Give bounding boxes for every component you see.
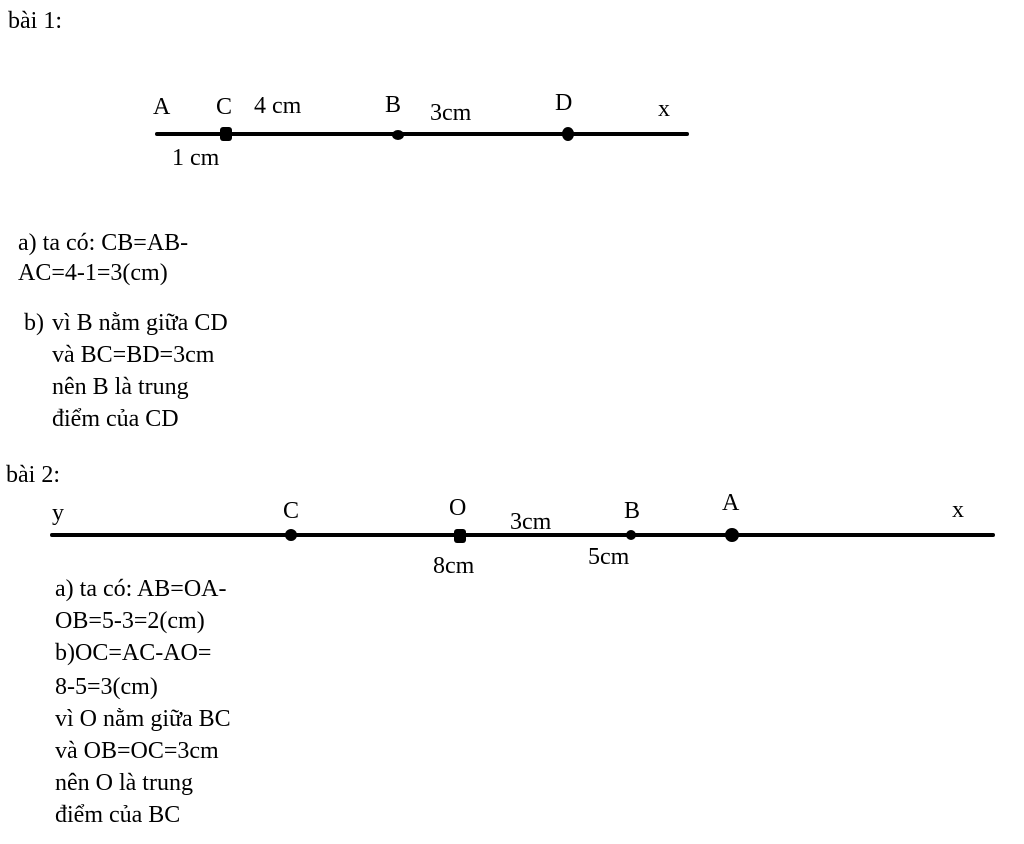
point-label: C	[216, 94, 232, 120]
length-label: 5cm	[588, 544, 630, 570]
point-label: D	[555, 90, 572, 116]
solution-line: a) ta có: AB=OA-	[55, 576, 227, 602]
length-label: 8cm	[433, 553, 475, 579]
point-label: y	[52, 500, 64, 526]
solution-line: và BC=BD=3cm	[52, 342, 215, 368]
point-label: B	[385, 92, 401, 118]
length-label: 1 cm	[172, 145, 220, 171]
solution-line: a) ta có: CB=AB-	[18, 230, 188, 256]
solution-line: AC=4-1=3(cm)	[18, 260, 168, 286]
point-label: x	[952, 497, 964, 523]
solution-line: b)OC=AC-AO=	[55, 640, 211, 666]
point-label: A	[153, 94, 171, 120]
point	[392, 130, 404, 140]
length-label: 3cm	[430, 100, 472, 126]
solution-line: nên O là trung	[55, 770, 193, 796]
point	[562, 127, 574, 141]
solution-line: điểm của BC	[55, 802, 180, 828]
solution-line: nên B là trung	[52, 374, 189, 400]
point-label: O	[449, 495, 466, 521]
section-title: bài 2:	[6, 462, 60, 488]
solution-line: OB=5-3=2(cm)	[55, 608, 205, 634]
point-label: C	[283, 498, 299, 524]
length-label: 4 cm	[254, 93, 302, 119]
point-label: B	[624, 498, 640, 524]
solution-label: b)	[24, 310, 44, 336]
point	[454, 529, 466, 543]
solution-line: vì O nằm giữa BC	[55, 706, 231, 732]
length-label: 3cm	[510, 509, 552, 535]
point	[725, 528, 739, 542]
solution-line: và OB=OC=3cm	[55, 738, 219, 764]
point	[220, 127, 232, 141]
point-label: A	[722, 490, 740, 516]
solution-line: điểm của CD	[52, 406, 179, 432]
point	[626, 530, 636, 540]
section-title: bài 1:	[8, 8, 62, 34]
point	[285, 529, 297, 541]
solution-line: vì B nằm giữa CD	[52, 310, 228, 336]
point-label: x	[658, 96, 670, 122]
solution-line: 8-5=3(cm)	[55, 674, 158, 700]
